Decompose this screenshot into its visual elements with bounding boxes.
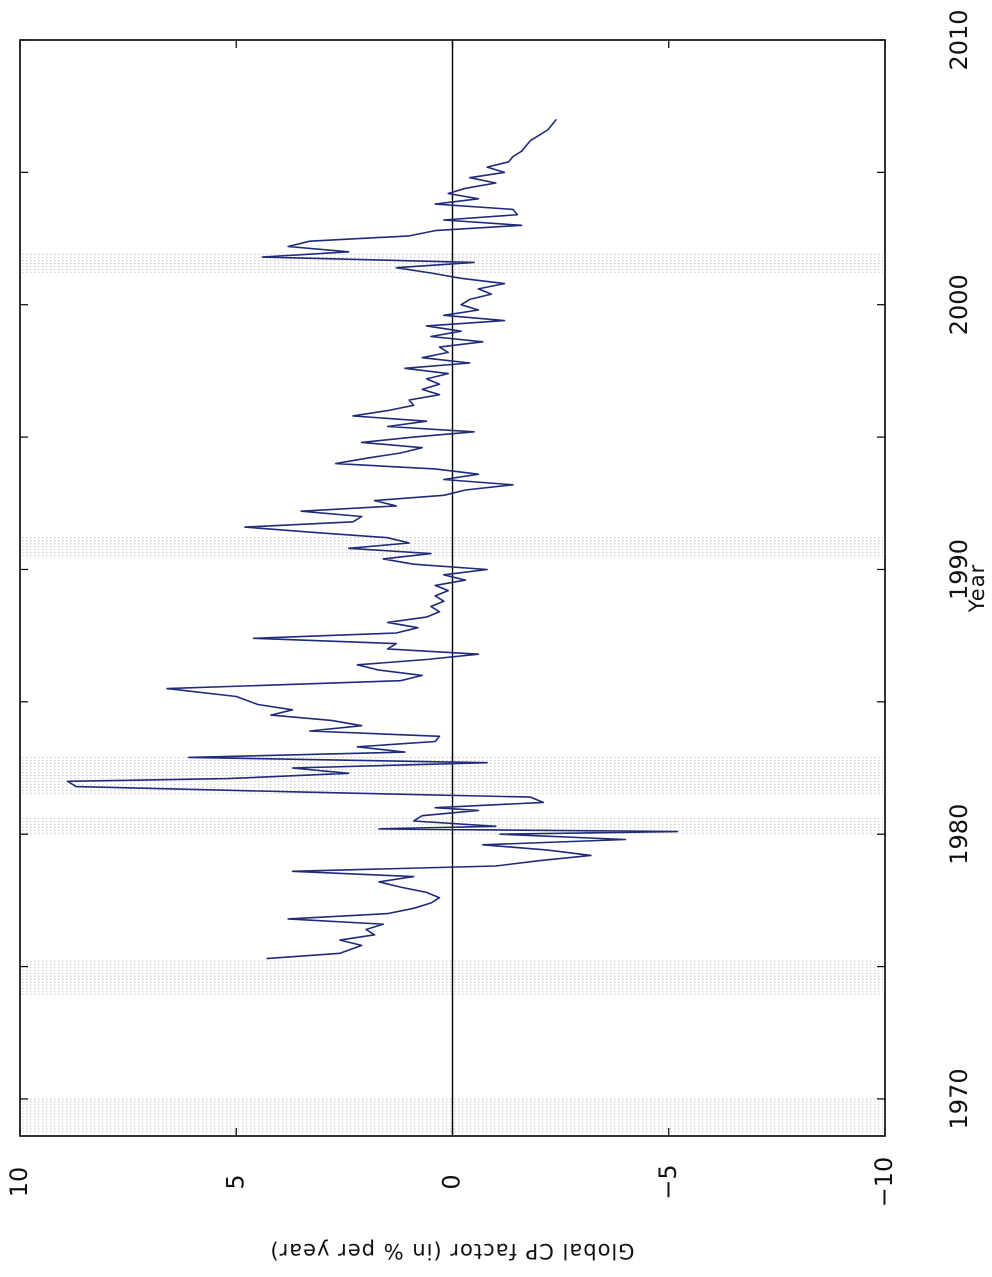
x-tick-label: 1990: [945, 539, 973, 600]
x-tick-label: 1980: [945, 804, 973, 865]
x-tick-label: 2000: [945, 274, 973, 335]
x-tick-label: 2010: [945, 9, 973, 70]
y-tick-label: −5: [654, 1164, 682, 1199]
shaded-period-1: [22, 960, 883, 995]
x-axis-title: Year: [965, 564, 989, 613]
series-line: [66, 118, 679, 960]
axis-ticks: [19, 39, 886, 1136]
shaded-period-0: [22, 1098, 883, 1133]
shaded-period-5: [22, 253, 883, 273]
y-tick-label: 5: [221, 1174, 249, 1189]
y-axis-title: Global CP factor (in % per year): [269, 1239, 634, 1263]
y-tick-label: 0: [438, 1174, 466, 1189]
y-tick-label: −10: [870, 1157, 898, 1208]
shaded-period-4: [22, 537, 883, 557]
tick-labels: 1970 1980 1990 2000 2010 −10 −5 0 5 10: [5, 9, 973, 1207]
x-tick-label: 1970: [945, 1068, 973, 1129]
shaded-periods: [22, 253, 883, 1133]
shaded-period-2: [22, 817, 883, 834]
y-tick-label: 10: [5, 1167, 33, 1198]
shaded-period-3: [22, 756, 883, 794]
